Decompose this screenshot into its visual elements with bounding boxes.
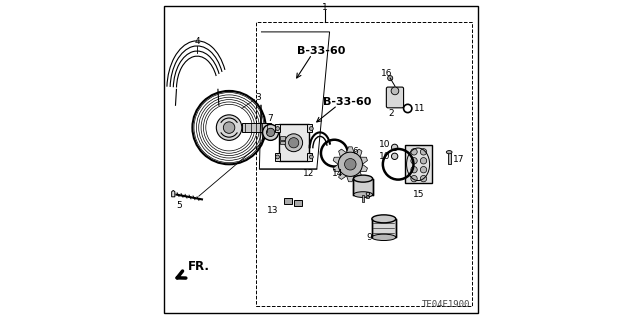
Bar [256,22,472,306]
Circle shape [216,115,242,140]
Text: TE04E1900: TE04E1900 [422,300,470,309]
Bar [346,155,352,158]
Circle shape [285,134,303,152]
Bar [362,195,364,202]
Bar [242,123,271,132]
Text: 14: 14 [332,169,343,178]
Circle shape [392,144,398,151]
Polygon shape [346,147,354,153]
Circle shape [411,149,417,155]
Bar [404,145,431,183]
Circle shape [391,87,399,95]
Ellipse shape [372,234,396,241]
Circle shape [411,158,417,164]
Text: 16: 16 [381,69,392,78]
Circle shape [276,127,280,130]
Circle shape [388,76,393,81]
Text: 3: 3 [255,93,260,102]
Circle shape [420,175,427,182]
Circle shape [223,122,235,133]
Polygon shape [360,157,367,164]
Text: 7: 7 [268,115,273,123]
Bar [275,153,280,161]
Text: 8: 8 [364,192,370,201]
Polygon shape [333,164,340,171]
Bar [280,141,285,144]
Ellipse shape [372,215,396,223]
Circle shape [420,149,427,155]
Polygon shape [354,149,362,157]
Polygon shape [172,190,175,197]
Circle shape [344,159,356,170]
Circle shape [392,153,398,160]
Circle shape [310,127,314,130]
Bar [353,179,372,195]
Text: 9: 9 [367,233,372,242]
Polygon shape [354,171,362,180]
Bar [278,124,309,161]
Text: FR.: FR. [188,260,210,273]
Circle shape [411,167,417,173]
Text: 1: 1 [322,4,328,12]
Text: 11: 11 [413,104,425,113]
Polygon shape [360,164,367,171]
Text: 10: 10 [379,152,390,161]
Circle shape [276,155,280,159]
Text: B-33-60: B-33-60 [298,46,346,56]
Text: 12: 12 [303,169,314,178]
Text: 4: 4 [195,37,200,46]
Bar [307,153,312,161]
Polygon shape [339,171,346,180]
Polygon shape [339,149,346,157]
Polygon shape [346,176,354,182]
Text: 10: 10 [379,140,390,149]
Text: 2: 2 [388,109,394,118]
Circle shape [420,167,427,173]
Bar [275,124,280,132]
Circle shape [262,124,278,140]
Ellipse shape [353,192,372,197]
Bar [280,137,285,140]
Text: 13: 13 [267,206,278,215]
Circle shape [338,152,362,176]
Circle shape [411,175,417,182]
Text: B-33-60: B-33-60 [323,97,371,107]
Circle shape [420,158,427,164]
Circle shape [310,155,314,159]
Bar [447,152,451,164]
Bar [284,198,292,204]
Bar [294,200,302,206]
Text: 17: 17 [452,155,464,164]
Text: 5: 5 [177,201,182,210]
Ellipse shape [353,175,372,182]
Circle shape [289,138,299,148]
Polygon shape [333,157,340,164]
Ellipse shape [446,151,452,154]
FancyBboxPatch shape [387,87,404,108]
Text: 15: 15 [413,190,424,199]
Bar [307,124,312,132]
Text: 6: 6 [353,147,358,156]
Bar [372,219,396,237]
Circle shape [266,128,275,137]
